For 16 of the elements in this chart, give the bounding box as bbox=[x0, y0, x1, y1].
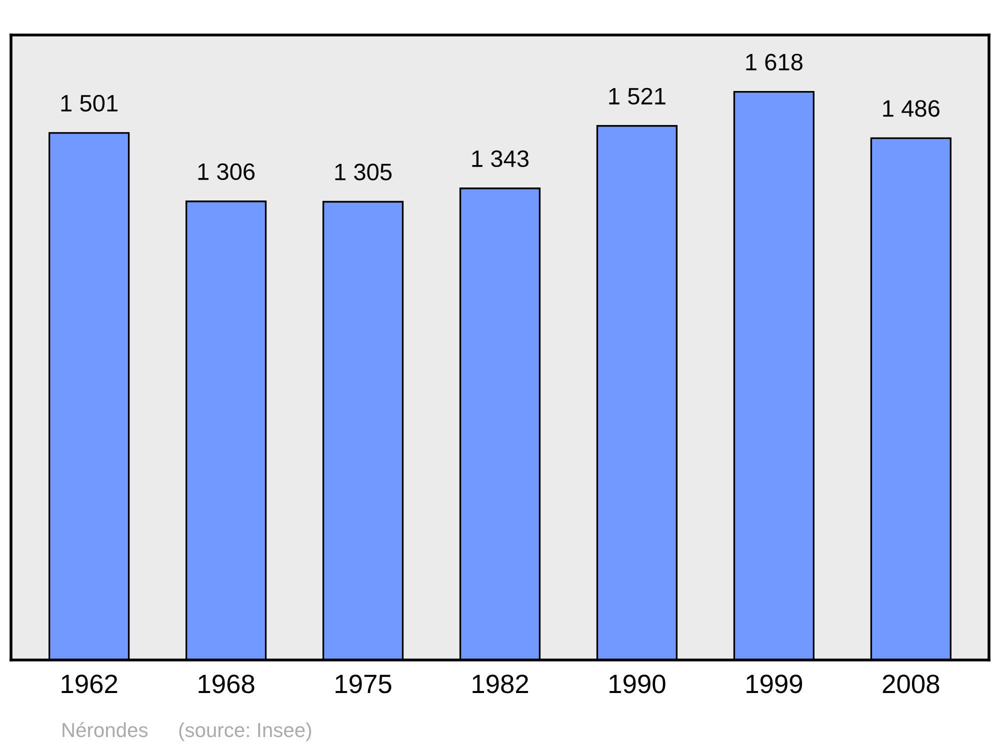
x-tick-label: 1982 bbox=[472, 674, 528, 694]
text: (source: Insee) bbox=[179, 722, 312, 742]
data-label: 1 306 bbox=[198, 163, 255, 180]
text: Nérondes bbox=[62, 722, 148, 738]
data-label: 1 618 bbox=[746, 54, 802, 70]
x-tick-label: 1962 bbox=[62, 674, 118, 694]
data-label: 1 501 bbox=[61, 94, 118, 112]
x-tick-label: 1999 bbox=[746, 674, 802, 694]
data-label: 1 305 bbox=[335, 164, 392, 180]
data-label: 1 486 bbox=[883, 100, 940, 117]
x-tick-label: 2008 bbox=[882, 674, 940, 694]
data-label: 1 521 bbox=[609, 88, 666, 105]
x-tick-label: 1975 bbox=[336, 674, 392, 694]
data-label: 1 343 bbox=[472, 150, 529, 168]
x-tick-label: 1968 bbox=[198, 674, 254, 694]
x-tick-label: 1990 bbox=[610, 674, 666, 694]
